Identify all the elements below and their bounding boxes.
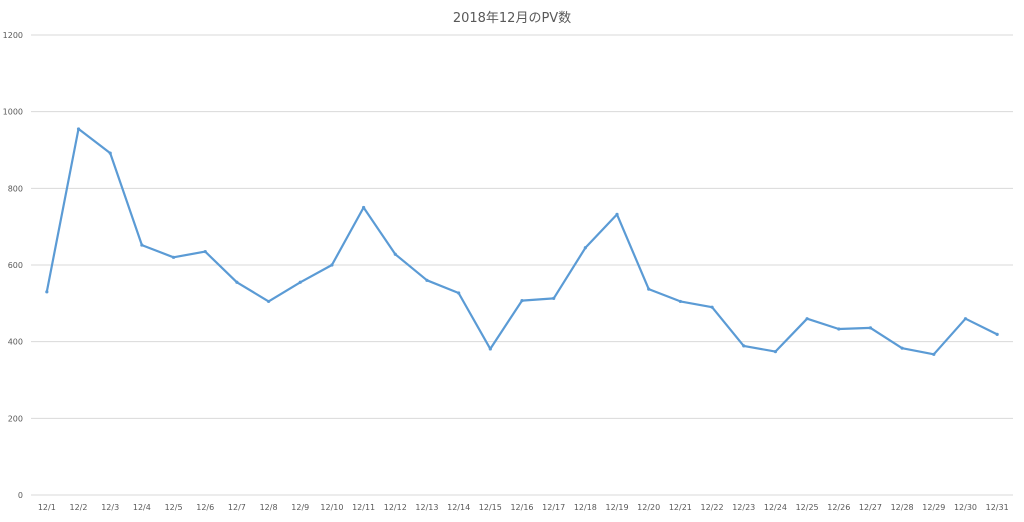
x-tick-label: 12/11: [352, 503, 375, 512]
x-tick-label: 12/27: [859, 503, 882, 512]
x-tick-label: 12/4: [133, 503, 151, 512]
x-tick-label: 12/16: [510, 503, 533, 512]
y-tick-label: 800: [8, 184, 23, 193]
data-point: [932, 352, 936, 356]
x-tick-label: 12/5: [165, 503, 183, 512]
data-point: [647, 287, 651, 291]
data-point: [710, 305, 714, 309]
data-point: [108, 151, 112, 155]
x-tick-label: 12/6: [196, 503, 214, 512]
data-point: [868, 326, 873, 330]
data-point: [266, 299, 271, 304]
x-tick-label: 12/19: [606, 503, 629, 512]
x-tick-label: 12/3: [101, 503, 119, 512]
series-layer: [45, 127, 999, 356]
x-tick-label: 12/1: [38, 503, 56, 512]
data-point: [298, 280, 302, 284]
x-tick-label: 12/7: [228, 503, 246, 512]
x-tick-label: 12/17: [542, 503, 565, 512]
x-tick-label: 12/10: [320, 503, 343, 512]
gridlines: [31, 34, 1013, 496]
y-axis-ticks: 0 200 400 600 800 1000 1200: [3, 31, 23, 500]
data-point: [583, 246, 587, 250]
x-tick-label: 12/28: [891, 503, 914, 512]
x-tick-label: 12/14: [447, 503, 470, 512]
x-tick-label: 12/22: [701, 503, 724, 512]
data-point: [963, 317, 968, 321]
x-tick-label: 12/25: [796, 503, 819, 512]
x-tick-label: 12/2: [70, 503, 88, 512]
data-point: [900, 346, 904, 350]
x-tick-label: 12/13: [415, 503, 438, 512]
data-point: [773, 350, 778, 354]
data-point: [457, 291, 461, 295]
x-tick-label: 12/15: [479, 503, 502, 512]
data-point: [235, 280, 239, 284]
x-tick-label: 12/9: [291, 503, 309, 512]
x-tick-label: 12/30: [954, 503, 977, 512]
x-tick-label: 12/12: [384, 503, 407, 512]
y-tick-label: 200: [8, 414, 23, 423]
x-tick-label: 12/29: [922, 503, 945, 512]
data-point: [203, 249, 207, 254]
x-tick-label: 12/23: [732, 503, 755, 512]
data-point: [552, 296, 556, 300]
y-tick-label: 400: [8, 338, 23, 347]
data-point: [488, 347, 492, 351]
x-tick-label: 12/26: [827, 503, 850, 512]
y-tick-label: 600: [8, 261, 23, 270]
x-tick-label: 12/20: [637, 503, 660, 512]
data-point: [393, 252, 397, 256]
data-point: [140, 243, 144, 247]
x-tick-label: 12/8: [260, 503, 278, 512]
x-tick-label: 12/21: [669, 503, 692, 512]
data-point: [330, 263, 334, 267]
y-tick-label: 1000: [3, 108, 23, 117]
x-tick-label: 12/24: [764, 503, 787, 512]
data-point: [995, 332, 999, 336]
x-tick-label: 12/18: [574, 503, 597, 512]
data-point: [615, 212, 619, 216]
data-point: [742, 344, 746, 348]
data-point: [520, 299, 524, 303]
series-line: [45, 127, 999, 356]
y-tick-label: 0: [18, 491, 23, 500]
x-tick-label: 12/31: [986, 503, 1009, 512]
data-point: [805, 317, 809, 321]
data-point: [837, 327, 841, 331]
data-point: [45, 290, 49, 294]
data-point: [678, 299, 682, 304]
data-point: [171, 255, 176, 259]
x-axis-ticks: 12/1 12/2 12/3 12/4 12/5 12/6 12/7 12/8 12/9 12/1…: [38, 503, 1009, 512]
y-tick-label: 1200: [3, 31, 23, 40]
data-point: [425, 278, 429, 282]
data-point: [362, 205, 366, 210]
data-point: [76, 127, 81, 131]
chart-title: 2018年12月のPV数: [453, 11, 571, 26]
